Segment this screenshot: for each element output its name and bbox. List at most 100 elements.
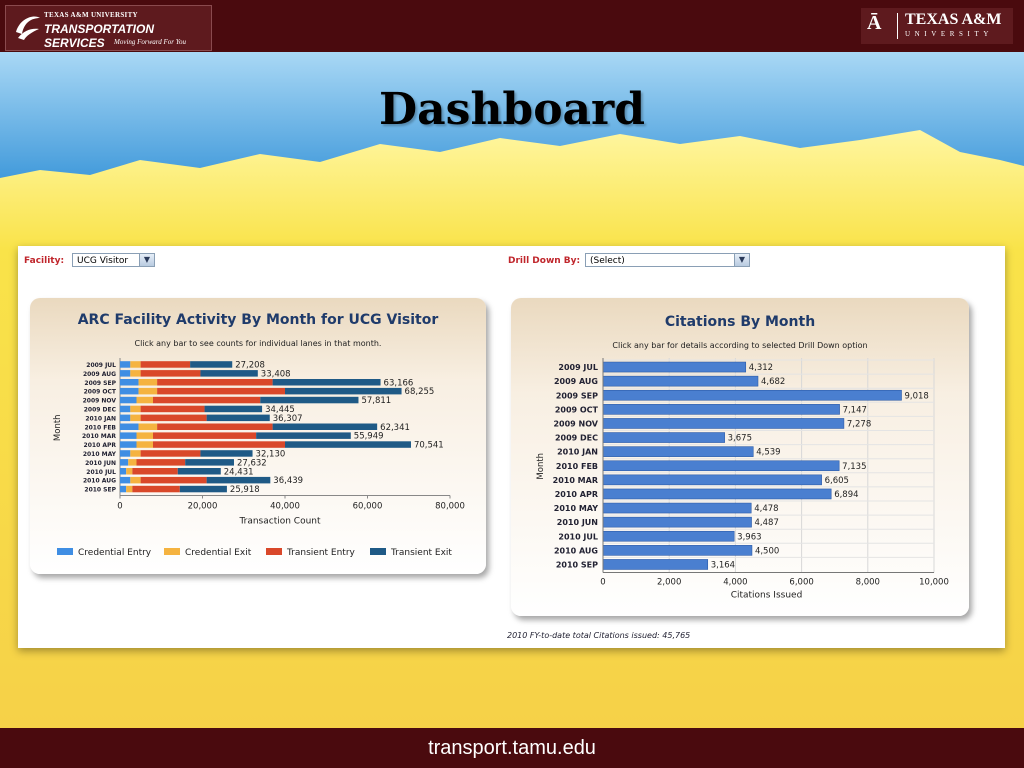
bar-segment[interactable] [130,450,141,457]
bar-segment[interactable] [140,476,207,484]
bar-segment[interactable] [136,459,186,466]
bar-segment[interactable] [120,476,131,484]
bar-segment[interactable] [153,396,261,404]
bar-segment[interactable] [138,387,158,395]
bar-segment[interactable] [126,468,133,475]
citation-bar[interactable] [602,530,735,542]
bar-segment[interactable] [140,370,201,377]
bar-segment[interactable] [120,370,131,377]
bar-segment[interactable] [120,459,129,466]
bar-segment[interactable] [157,423,273,431]
bar-segment[interactable] [206,476,271,484]
citation-bar[interactable] [602,502,752,514]
data-label: 4,312 [749,363,773,373]
bar-segment[interactable] [157,387,285,395]
bar-segment[interactable] [272,379,381,386]
y-tick-label: 2010 JAN [85,415,116,422]
bar-segment[interactable] [120,396,137,404]
bar-segment[interactable] [120,361,131,368]
citation-bar[interactable] [602,361,747,373]
citation-bar[interactable] [602,559,709,570]
bar-segment[interactable] [120,405,131,413]
bar-segment[interactable] [185,459,234,466]
bar-segment[interactable] [140,361,191,368]
citation-bar[interactable] [602,389,902,401]
bar-segment[interactable] [272,423,378,431]
drilldown-select[interactable]: (Select) ▼ [585,253,750,267]
bar-segment[interactable] [130,370,141,377]
bar-segment[interactable] [200,370,258,377]
bar-segment[interactable] [132,485,180,493]
bar-segment[interactable] [136,396,154,404]
citation-bar[interactable] [602,516,752,528]
citation-bar[interactable] [602,446,754,457]
bar-segment[interactable] [120,441,137,448]
bar-segment[interactable] [128,459,137,466]
bar-segment[interactable] [130,476,141,484]
citation-bar[interactable] [602,474,822,486]
citation-bar[interactable] [602,432,725,443]
bar-segment[interactable] [204,405,263,413]
bar-segment[interactable] [120,414,131,422]
bar-segment[interactable] [132,468,178,475]
bar-segment[interactable] [200,450,253,457]
texas-am-logo[interactable]: Ā TEXAS A&M UNIVERSITY [861,8,1013,44]
bar-segment[interactable] [120,387,139,395]
bar-segment[interactable] [120,379,139,386]
bar-segment[interactable] [120,432,137,439]
legend-label: Transient Entry [286,548,356,558]
chevron-down-icon[interactable]: ▼ [734,254,749,266]
data-label: 9,018 [904,391,928,401]
data-label: 55,949 [354,432,384,442]
bar-segment[interactable] [177,468,221,475]
data-label: 70,541 [414,441,444,451]
bar-segment[interactable] [153,432,257,439]
bar-segment[interactable] [157,379,273,386]
bar-segment[interactable] [285,387,402,395]
transportation-services-logo[interactable]: TEXAS A&M UNIVERSITY TRANSPORTATION SERV… [5,5,212,51]
bar-segment[interactable] [130,405,141,413]
bar-segment[interactable] [138,423,158,431]
citation-bar[interactable] [602,375,759,387]
university-name: TEXAS A&M [905,11,1002,28]
citation-bar[interactable] [602,404,840,415]
y-tick-label: 2009 AUG [83,371,116,378]
citation-bar[interactable] [602,418,845,429]
bar-segment[interactable] [138,379,158,386]
data-label: 36,307 [273,414,303,424]
bar-segment[interactable] [256,432,351,439]
bar-segment[interactable] [136,432,154,439]
atm-mark-icon: Ā [867,12,882,34]
bar-segment[interactable] [206,414,270,422]
x-tick-label: 4,000 [723,578,747,588]
bar-segment[interactable] [130,361,141,368]
citation-bar[interactable] [602,545,753,556]
bar-segment[interactable] [285,441,411,448]
bar-segment[interactable] [140,414,207,422]
data-label: 33,408 [261,369,291,379]
bar-segment[interactable] [190,361,233,368]
bar-segment[interactable] [179,485,227,493]
chevron-down-icon[interactable]: ▼ [139,254,154,266]
bar-segment[interactable] [260,396,359,404]
facility-activity-chart: ARC Facility Activity By Month for UCG V… [30,298,486,574]
bar-segment[interactable] [120,468,127,475]
y-tick-label: 2009 NOV [83,398,117,405]
citation-bar[interactable] [602,460,840,472]
footer-bar [0,728,1024,768]
bar-segment[interactable] [153,441,285,448]
footer-url[interactable]: transport.tamu.edu [428,737,596,759]
citation-bar[interactable] [602,488,832,500]
bar-segment[interactable] [120,450,131,457]
chart-subtitle: Click any bar for details according to s… [612,341,868,350]
bar-segment[interactable] [130,414,141,422]
bar-segment[interactable] [140,405,205,413]
bar-segment[interactable] [136,441,154,448]
x-tick-label: 80,000 [435,502,465,512]
bar-segment[interactable] [126,485,133,493]
bar-segment[interactable] [120,423,139,431]
bar-segment[interactable] [120,485,127,493]
facility-select[interactable]: UCG Visitor ▼ [72,253,155,267]
bar-segment[interactable] [140,450,201,457]
y-tick-label: 2010 FEB [84,424,116,431]
